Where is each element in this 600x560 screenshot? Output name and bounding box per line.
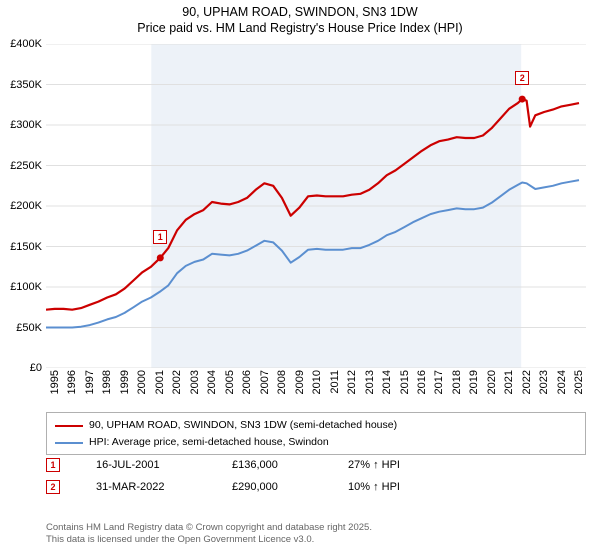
- legend-item: HPI: Average price, semi-detached house,…: [55, 434, 577, 451]
- y-tick-label: £350K: [10, 79, 42, 91]
- x-tick-label: 2021: [503, 370, 515, 394]
- x-tick-label: 2019: [468, 370, 480, 394]
- x-tick-label: 1995: [49, 370, 61, 394]
- title-line1: 90, UPHAM ROAD, SWINDON, SN3 1DW: [10, 4, 590, 20]
- x-tick-label: 2000: [136, 370, 148, 394]
- chart-title: 90, UPHAM ROAD, SWINDON, SN3 1DW Price p…: [0, 0, 600, 39]
- data-row-delta: 27% ↑ HPI: [348, 459, 400, 471]
- y-axis: £0£50K£100K£150K£200K£250K£300K£350K£400…: [0, 44, 46, 368]
- data-row-marker: 1: [46, 458, 60, 472]
- legend-swatch: [55, 442, 83, 444]
- x-tick-label: 1998: [101, 370, 113, 394]
- legend-label: 90, UPHAM ROAD, SWINDON, SN3 1DW (semi-d…: [89, 418, 397, 433]
- x-axis: 1995 1996 1997 1998 1999 2000 2001 2002 2003 2004…: [46, 368, 586, 406]
- legend: 90, UPHAM ROAD, SWINDON, SN3 1DW (semi-d…: [46, 412, 586, 455]
- data-row: 2 31-MAR-2022 £290,000 10% ↑ HPI: [46, 476, 586, 498]
- x-tick-label: 2016: [416, 370, 428, 394]
- title-line2: Price paid vs. HM Land Registry's House …: [10, 20, 590, 36]
- footer-line1: Contains HM Land Registry data © Crown c…: [46, 522, 372, 534]
- x-tick-label: 2011: [329, 370, 341, 394]
- x-tick-label: 2022: [521, 370, 533, 394]
- x-tick-label: 2024: [556, 370, 568, 394]
- y-tick-label: £400K: [10, 38, 42, 50]
- x-tick-label: 2009: [294, 370, 306, 394]
- footer-copyright: Contains HM Land Registry data © Crown c…: [46, 522, 372, 547]
- x-tick-label: 2006: [241, 370, 253, 394]
- x-tick-label: 2018: [451, 370, 463, 394]
- data-row-marker: 2: [46, 480, 60, 494]
- data-row-date: 16-JUL-2001: [96, 459, 196, 471]
- data-row-date: 31-MAR-2022: [96, 481, 196, 493]
- x-tick-label: 2003: [189, 370, 201, 394]
- y-tick-label: £50K: [16, 322, 42, 334]
- x-tick-label: 2013: [364, 370, 376, 394]
- y-tick-label: £150K: [10, 241, 42, 253]
- x-tick-label: 2014: [381, 370, 393, 394]
- x-tick-label: 2010: [311, 370, 323, 394]
- legend-swatch: [55, 425, 83, 427]
- x-tick-label: 1999: [119, 370, 131, 394]
- x-tick-label: 2020: [486, 370, 498, 394]
- x-tick-label: 2023: [538, 370, 550, 394]
- y-tick-label: £200K: [10, 200, 42, 212]
- y-tick-label: £0: [30, 362, 42, 374]
- x-tick-label: 2025: [573, 370, 585, 394]
- legend-item: 90, UPHAM ROAD, SWINDON, SN3 1DW (semi-d…: [55, 417, 577, 434]
- x-tick-label: 2008: [276, 370, 288, 394]
- data-row-price: £136,000: [232, 459, 312, 471]
- x-tick-label: 1996: [66, 370, 78, 394]
- chart-container: 90, UPHAM ROAD, SWINDON, SN3 1DW Price p…: [0, 0, 600, 560]
- x-tick-label: 2002: [171, 370, 183, 394]
- plot-area: 12: [46, 44, 586, 368]
- data-row: 1 16-JUL-2001 £136,000 27% ↑ HPI: [46, 454, 586, 476]
- y-tick-label: £300K: [10, 119, 42, 131]
- x-tick-label: 2017: [433, 370, 445, 394]
- annotation-marker-1: 1: [153, 230, 167, 244]
- x-tick-label: 2007: [259, 370, 271, 394]
- footer-line2: This data is licensed under the Open Gov…: [46, 534, 372, 546]
- x-tick-label: 2004: [206, 370, 218, 394]
- x-tick-label: 1997: [84, 370, 96, 394]
- x-tick-label: 2015: [399, 370, 411, 394]
- x-tick-label: 2012: [346, 370, 358, 394]
- x-tick-label: 2005: [224, 370, 236, 394]
- y-tick-label: £100K: [10, 281, 42, 293]
- data-row-delta: 10% ↑ HPI: [348, 481, 400, 493]
- legend-label: HPI: Average price, semi-detached house,…: [89, 435, 329, 450]
- data-row-price: £290,000: [232, 481, 312, 493]
- annotation-marker-2: 2: [515, 71, 529, 85]
- x-tick-label: 2001: [154, 370, 166, 394]
- y-tick-label: £250K: [10, 160, 42, 172]
- data-points-table: 1 16-JUL-2001 £136,000 27% ↑ HPI 2 31-MAR-202…: [46, 454, 586, 498]
